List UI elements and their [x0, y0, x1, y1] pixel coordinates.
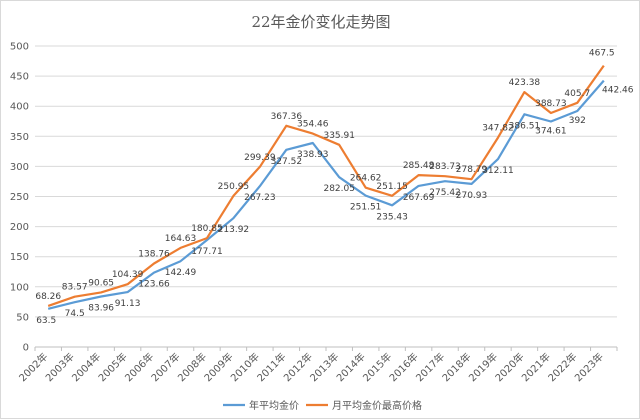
data-label-max: 388.73 — [535, 99, 567, 109]
data-label-average: 442.46 — [602, 86, 634, 96]
data-label-max: 90.65 — [88, 278, 114, 288]
data-label-max: 104.39 — [112, 270, 144, 280]
data-label-max: 250.95 — [218, 182, 250, 192]
data-label-max: 405.7 — [564, 89, 590, 99]
series-line-average — [47, 79, 605, 310]
data-label-average: 267.23 — [244, 193, 276, 203]
data-label-average: 123.66 — [138, 280, 170, 290]
y-tick-label: 500 — [10, 42, 29, 53]
y-tick-label: 100 — [10, 282, 29, 293]
data-label-average: 235.43 — [376, 212, 408, 222]
data-label-max: 367.36 — [271, 112, 303, 122]
data-label-average: 392 — [569, 116, 586, 126]
data-label-max: 251.15 — [376, 182, 408, 192]
data-label-max: 354.46 — [297, 120, 329, 130]
y-tick-label: 150 — [10, 252, 29, 263]
data-label-max: 283.73 — [429, 162, 461, 172]
data-label-max: 164.63 — [165, 234, 197, 244]
data-label-max: 285.48 — [403, 161, 435, 171]
data-label-max: 264.62 — [350, 174, 382, 184]
data-label-average: 327.52 — [271, 157, 303, 167]
y-tick-label: 350 — [10, 132, 29, 143]
data-label-average: 74.5 — [65, 309, 85, 319]
data-label-max: 347.82 — [482, 124, 514, 134]
data-label-max: 278.79 — [456, 165, 488, 175]
data-label-max: 423.38 — [509, 78, 541, 88]
data-label-max: 68.26 — [35, 292, 61, 302]
y-tick-label: 300 — [10, 162, 29, 173]
y-tick-label: 200 — [10, 222, 29, 233]
data-label-max: 335.91 — [323, 131, 355, 141]
data-label-average: 91.13 — [115, 299, 141, 309]
data-label-max: 467.5 — [589, 49, 615, 59]
y-tick-label: 450 — [10, 72, 29, 83]
data-label-average: 275.42 — [429, 188, 461, 198]
data-label-average: 83.96 — [88, 303, 114, 313]
data-label-average: 63.5 — [36, 316, 56, 326]
series-line-max — [47, 64, 605, 307]
data-label-average: 282.05 — [323, 184, 355, 194]
y-tick-label: 250 — [10, 192, 29, 203]
data-label-average: 338.93 — [297, 150, 329, 160]
data-label-average: 267.69 — [403, 193, 435, 203]
x-tick-label: 2023年 — [572, 350, 606, 384]
data-label-average: 177.71 — [191, 247, 223, 257]
y-tick-label: 50 — [16, 312, 29, 323]
y-tick-label: 400 — [10, 102, 29, 113]
data-label-average: 270.93 — [456, 191, 488, 201]
legend-label-average: 年平均金价 — [249, 399, 299, 412]
data-label-max: 83.57 — [62, 283, 88, 293]
data-label-max: 299.39 — [244, 153, 276, 163]
data-label-average: 374.61 — [535, 126, 567, 136]
legend-label-max: 月平均金价最高价格 — [332, 399, 422, 412]
chart-title: 22年金价变化走势图 — [251, 13, 391, 31]
y-tick-label: 0 — [23, 343, 29, 354]
data-label-average: 142.49 — [165, 268, 197, 278]
data-label-max: 180.85 — [191, 224, 223, 234]
data-label-average: 213.92 — [218, 225, 250, 235]
data-label-average: 386.51 — [509, 121, 541, 131]
data-label-average: 312.11 — [482, 166, 514, 176]
data-label-max: 138.76 — [138, 249, 170, 259]
data-label-average: 251.51 — [350, 203, 382, 213]
